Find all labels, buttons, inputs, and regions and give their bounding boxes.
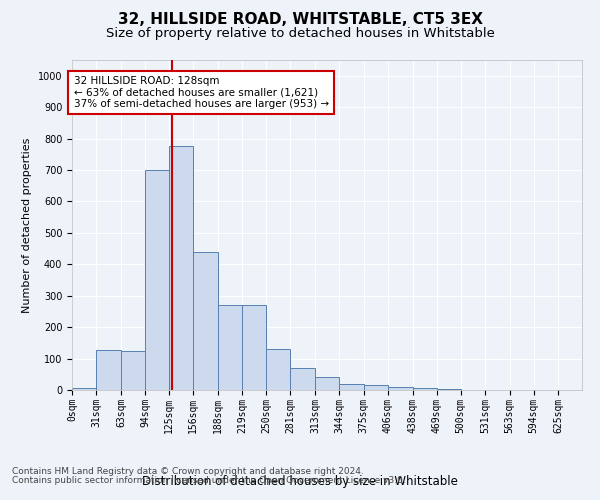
Text: Size of property relative to detached houses in Whitstable: Size of property relative to detached ho…	[106, 28, 494, 40]
Bar	[96, 350, 121, 390]
Bar	[193, 252, 218, 390]
Bar	[218, 305, 242, 390]
Bar	[145, 170, 169, 390]
Text: 32, HILLSIDE ROAD, WHITSTABLE, CT5 3EX: 32, HILLSIDE ROAD, WHITSTABLE, CT5 3EX	[118, 12, 482, 28]
Bar	[364, 386, 388, 390]
Bar	[266, 349, 290, 390]
Bar	[169, 146, 193, 390]
Bar	[121, 350, 145, 390]
Y-axis label: Number of detached properties: Number of detached properties	[22, 138, 32, 312]
Bar	[340, 384, 364, 390]
Bar	[290, 368, 316, 390]
Text: 32 HILLSIDE ROAD: 128sqm
← 63% of detached houses are smaller (1,621)
37% of sem: 32 HILLSIDE ROAD: 128sqm ← 63% of detach…	[74, 76, 329, 109]
Text: Distribution of detached houses by size in Whitstable: Distribution of detached houses by size …	[142, 474, 458, 488]
Bar	[242, 305, 266, 390]
Text: Contains HM Land Registry data © Crown copyright and database right 2024.: Contains HM Land Registry data © Crown c…	[12, 468, 364, 476]
Bar	[316, 378, 340, 390]
Bar	[413, 388, 437, 390]
Bar	[72, 388, 96, 390]
Text: Contains public sector information licensed under the Open Government Licence v3: Contains public sector information licen…	[12, 476, 406, 485]
Bar	[388, 388, 413, 390]
